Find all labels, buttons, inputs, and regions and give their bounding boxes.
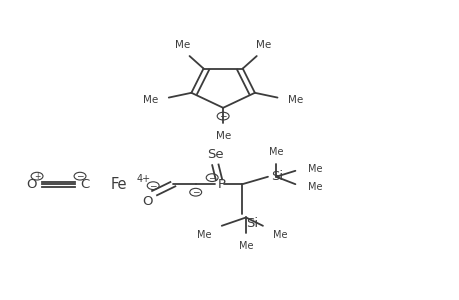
Text: O: O [27,178,37,191]
Text: O: O [142,195,153,208]
Text: Me: Me [273,230,287,240]
Text: Se: Se [207,148,223,161]
Text: C: C [80,178,89,191]
Text: −: − [149,181,157,190]
Text: P: P [218,178,226,191]
Text: Me: Me [175,40,190,50]
Text: −: − [208,173,215,182]
Text: Si: Si [246,218,257,230]
Text: −: − [191,188,199,197]
Text: Me: Me [269,147,283,158]
Text: Me: Me [196,230,211,240]
Text: Me: Me [308,164,322,174]
Text: Si: Si [271,170,283,183]
Text: −: − [76,172,84,181]
Text: Me: Me [238,241,253,251]
Text: −: − [219,112,226,121]
Text: 4+: 4+ [136,174,150,184]
Text: Me: Me [308,182,322,192]
Text: Me: Me [215,131,230,141]
Text: Me: Me [255,40,270,50]
Text: Me: Me [142,95,157,105]
Text: +: + [34,172,40,181]
Text: Fe: Fe [111,177,127,192]
Text: Me: Me [288,95,303,105]
